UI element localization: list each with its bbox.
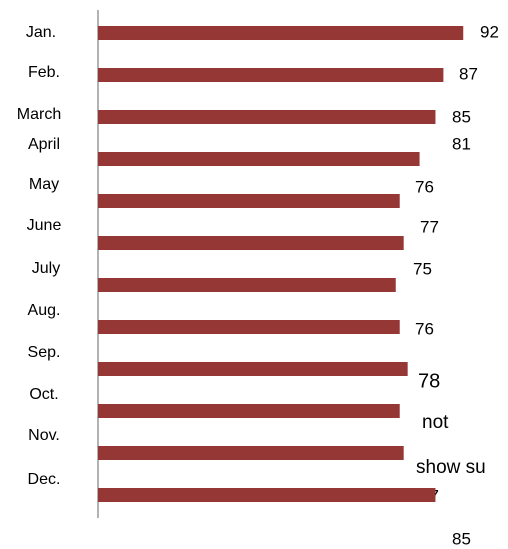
y-tick-label: May: [29, 176, 59, 193]
value-label: 92: [480, 22, 499, 41]
bar: [98, 68, 444, 82]
value-label: 75: [413, 259, 432, 278]
y-tick-label: Sep.: [28, 344, 61, 361]
annotation: show su: [416, 457, 486, 478]
y-tick-label: Jan.: [26, 24, 56, 41]
y-tick-label: Oct.: [29, 386, 58, 403]
bar: [98, 362, 408, 376]
bar: [98, 320, 400, 334]
bar: [98, 110, 436, 124]
value-label: 76: [415, 177, 434, 196]
bar: [98, 278, 396, 292]
y-tick-label: Aug.: [28, 302, 61, 319]
y-tick-label: Dec.: [28, 471, 61, 488]
bar: [98, 26, 464, 40]
value-label: 81: [452, 134, 471, 153]
y-tick-label: Feb.: [28, 64, 60, 81]
value-label: 87: [459, 64, 478, 83]
annotation: not: [422, 412, 449, 433]
bar: [98, 152, 420, 166]
bar: [98, 404, 400, 418]
value-label: 76: [415, 319, 434, 338]
value-label: 77: [420, 217, 439, 236]
bar: [98, 488, 436, 502]
y-tick-label: Nov.: [28, 427, 60, 444]
y-tick-label: April: [28, 136, 60, 153]
bar: [98, 446, 404, 460]
y-tick-label: March: [17, 106, 61, 123]
y-tick-label: June: [27, 217, 62, 234]
bar: [98, 236, 404, 250]
value-label: 78: [418, 370, 440, 392]
value-label: 85: [452, 529, 471, 548]
value-label: 85: [452, 107, 471, 126]
bar: [98, 194, 400, 208]
y-tick-label: July: [32, 260, 60, 277]
